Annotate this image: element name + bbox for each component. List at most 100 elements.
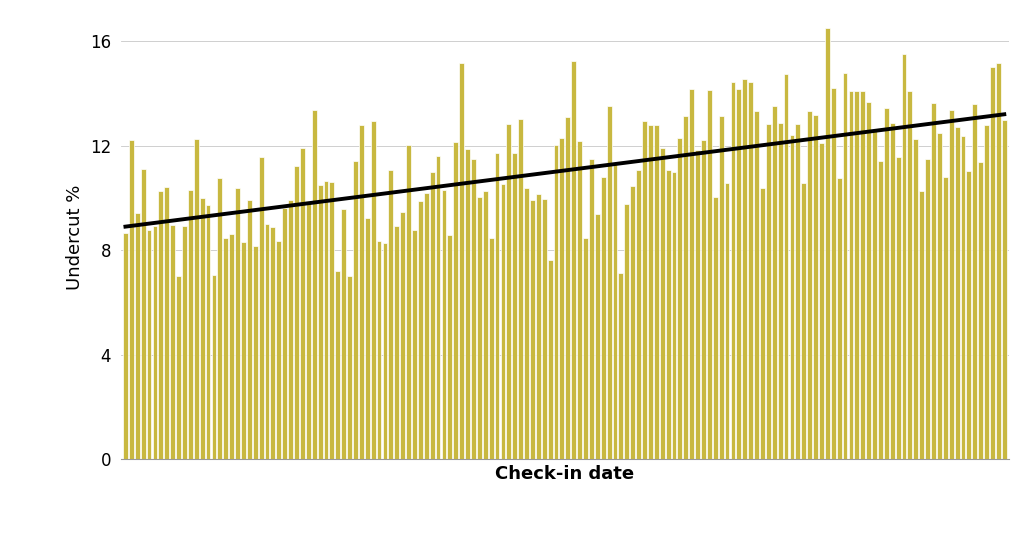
Bar xyxy=(542,199,547,459)
Bar xyxy=(524,188,529,459)
Bar xyxy=(123,233,128,459)
Bar xyxy=(683,116,688,459)
Bar xyxy=(837,178,842,459)
Bar xyxy=(129,140,134,459)
Bar xyxy=(548,260,553,459)
Bar xyxy=(783,74,788,459)
Bar xyxy=(530,200,535,459)
Bar xyxy=(843,73,848,459)
Bar xyxy=(984,126,989,459)
Bar xyxy=(749,82,753,459)
Bar xyxy=(1001,120,1007,459)
Bar xyxy=(501,184,506,459)
Bar xyxy=(276,241,282,459)
Bar xyxy=(931,103,936,459)
Bar xyxy=(872,131,877,459)
Bar xyxy=(488,238,494,459)
Bar xyxy=(306,201,310,459)
Bar xyxy=(813,115,818,459)
Bar xyxy=(583,238,588,459)
Bar xyxy=(589,160,594,459)
Bar xyxy=(477,197,481,459)
Bar xyxy=(559,138,564,459)
Bar xyxy=(300,148,305,459)
X-axis label: Check-in date: Check-in date xyxy=(496,465,635,483)
Bar xyxy=(926,159,930,459)
Bar xyxy=(435,156,440,459)
Bar xyxy=(159,190,163,459)
Bar xyxy=(719,116,724,459)
Bar xyxy=(459,63,464,459)
Bar xyxy=(430,171,434,459)
Bar xyxy=(153,226,158,459)
Bar xyxy=(347,276,352,459)
Bar xyxy=(890,123,895,459)
Bar xyxy=(578,141,582,459)
Bar xyxy=(631,186,635,459)
Bar xyxy=(819,143,824,459)
Bar xyxy=(424,193,429,459)
Bar xyxy=(164,187,169,459)
Bar xyxy=(866,102,871,459)
Bar xyxy=(324,181,329,459)
Bar xyxy=(294,166,299,459)
Bar xyxy=(802,183,806,459)
Bar xyxy=(359,126,364,459)
Bar xyxy=(990,67,995,459)
Bar xyxy=(636,170,641,459)
Bar xyxy=(495,153,500,459)
Bar xyxy=(896,157,900,459)
Bar xyxy=(937,133,942,459)
Bar xyxy=(212,275,216,459)
Bar xyxy=(961,136,966,459)
Bar xyxy=(884,108,889,459)
Bar xyxy=(170,225,175,459)
Bar xyxy=(236,188,240,459)
Bar xyxy=(907,91,912,459)
Bar xyxy=(913,138,919,459)
Bar xyxy=(672,171,677,459)
Bar xyxy=(901,54,906,459)
Bar xyxy=(666,169,671,459)
Bar xyxy=(742,78,748,459)
Y-axis label: Undercut %: Undercut % xyxy=(67,184,84,290)
Bar xyxy=(400,212,406,459)
Bar xyxy=(283,208,287,459)
Bar xyxy=(825,28,829,459)
Bar xyxy=(330,182,334,459)
Bar xyxy=(518,119,523,459)
Bar xyxy=(253,246,258,459)
Bar xyxy=(642,121,647,459)
Bar xyxy=(140,169,145,459)
Bar xyxy=(206,204,211,459)
Bar xyxy=(659,148,665,459)
Bar xyxy=(736,89,741,459)
Bar xyxy=(565,117,570,459)
Bar xyxy=(601,177,605,459)
Bar xyxy=(270,227,275,459)
Bar xyxy=(920,190,924,459)
Bar xyxy=(996,63,1000,459)
Bar xyxy=(612,163,617,459)
Bar xyxy=(388,169,393,459)
Bar xyxy=(571,61,577,459)
Bar xyxy=(465,149,470,459)
Bar xyxy=(790,135,795,459)
Bar xyxy=(454,142,458,459)
Bar xyxy=(188,190,193,459)
Bar xyxy=(849,91,853,459)
Bar xyxy=(778,123,782,459)
Bar xyxy=(407,145,411,459)
Bar xyxy=(730,82,735,459)
Bar xyxy=(365,218,370,459)
Bar xyxy=(418,201,423,459)
Bar xyxy=(512,153,517,459)
Bar xyxy=(353,161,358,459)
Bar xyxy=(182,226,186,459)
Bar xyxy=(341,209,346,459)
Bar xyxy=(247,200,252,459)
Bar xyxy=(595,214,600,459)
Bar xyxy=(229,234,234,459)
Bar xyxy=(554,145,558,459)
Bar xyxy=(695,149,700,459)
